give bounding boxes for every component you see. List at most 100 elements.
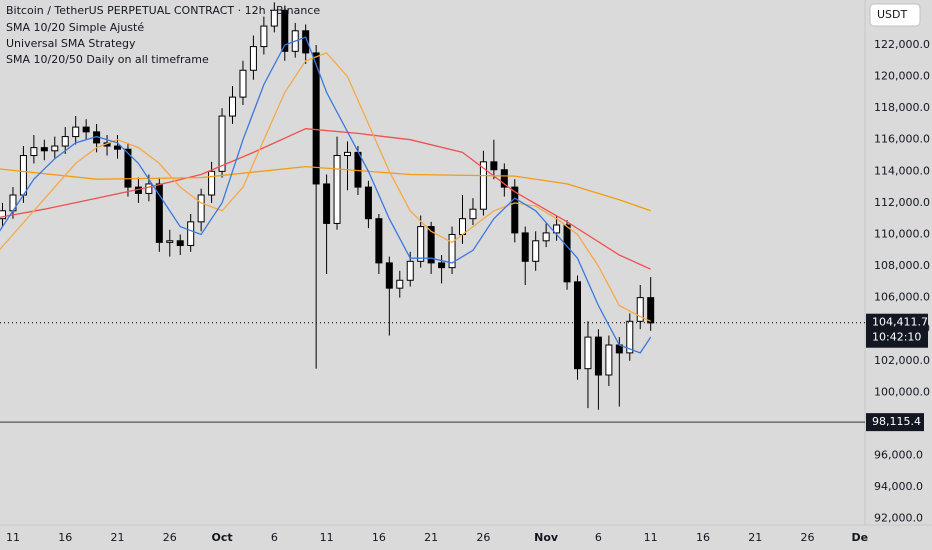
y-tick-label: 114,000.0 [874, 164, 930, 177]
candle-body [647, 297, 655, 324]
x-tick-label: 11 [6, 531, 20, 544]
candle-body [197, 194, 205, 223]
candle-body [469, 208, 477, 220]
y-tick-label: 116,000.0 [874, 133, 930, 146]
candle-body [19, 155, 27, 196]
y-tick-label: 100,000.0 [874, 385, 930, 398]
candle-body [385, 262, 393, 289]
candle-body [490, 161, 498, 171]
candle-body [636, 297, 644, 322]
countdown-label: 10:42:10 [872, 331, 921, 344]
candle-body [145, 183, 153, 194]
candle-body [82, 126, 90, 133]
sma-line [0, 52, 651, 322]
x-tick-label: 6 [271, 531, 278, 544]
y-tick-label: 108,000.0 [874, 259, 930, 272]
candle-body [30, 147, 38, 157]
candle-body [323, 183, 331, 224]
y-tick-label: 92,000.0 [874, 512, 923, 525]
candle-body [364, 186, 372, 220]
candle-body [542, 232, 550, 242]
symbol-title: Bitcoin / TetherUS PERPETUAL CONTRACT · … [6, 4, 320, 17]
x-tick-label: Oct [211, 531, 232, 544]
indicator-label: SMA 10/20/50 Daily on all timeframe [6, 53, 209, 66]
candle-body [218, 115, 226, 172]
currency-button[interactable] [869, 3, 921, 27]
candle-body [208, 170, 216, 196]
y-tick-label: 120,000.0 [874, 70, 930, 83]
candle-body [553, 224, 561, 234]
candle-body [260, 25, 268, 48]
y-tick-label: 94,000.0 [874, 480, 923, 493]
candle-body [584, 336, 592, 370]
candle-body [249, 46, 257, 71]
candle-body [396, 279, 404, 289]
candle-body [0, 210, 7, 220]
candle-body [375, 218, 383, 264]
y-tick-label: 96,000.0 [874, 449, 923, 462]
candle-body [626, 320, 634, 354]
sma-line [0, 36, 652, 354]
candle-body [417, 226, 425, 262]
candle-body [239, 69, 247, 98]
candle-body [72, 126, 80, 138]
indicator-label: Universal SMA Strategy [6, 37, 136, 50]
candle-body [521, 232, 529, 262]
x-tick-label: 16 [696, 531, 710, 544]
last-price-box [866, 313, 928, 348]
candle-body [270, 9, 278, 27]
y-tick-label: 106,000.0 [874, 291, 930, 304]
candle-body [594, 336, 602, 376]
candle-body [479, 161, 487, 210]
y-tick-label: 110,000.0 [874, 227, 930, 240]
x-tick-label: 16 [372, 531, 386, 544]
candle-body [124, 148, 132, 188]
x-tick-label: Nov [534, 531, 559, 544]
candle-body [312, 52, 320, 185]
x-tick-label: 21 [748, 531, 762, 544]
candle-body [166, 240, 174, 243]
candle-body [176, 240, 184, 247]
x-tick-label: 11 [320, 531, 334, 544]
candle-body [500, 169, 508, 188]
candle-body [229, 96, 237, 117]
x-tick-label: 16 [58, 531, 72, 544]
candle-body [40, 147, 48, 152]
y-tick-label: 122,000.0 [874, 38, 930, 51]
x-tick-label: 26 [801, 531, 815, 544]
candle-body [448, 233, 456, 269]
candle-body [61, 136, 69, 147]
candle-body [574, 281, 582, 370]
candle-body [354, 151, 362, 188]
x-tick-label: 21 [424, 531, 438, 544]
y-tick-label: 112,000.0 [874, 196, 930, 209]
candle-body [438, 262, 446, 269]
sma-line [0, 165, 651, 212]
x-tick-label: 26 [163, 531, 177, 544]
plot [0, 2, 655, 410]
crosshair-price-label: 98,115.4 [872, 415, 921, 428]
candle-body [187, 221, 195, 247]
candle-body [532, 240, 540, 262]
x-tick-label: 11 [644, 531, 658, 544]
y-tick-label: 118,000.0 [874, 101, 930, 114]
currency-button-label[interactable]: USDT [877, 8, 908, 21]
x-tick-label: 6 [595, 531, 602, 544]
indicator-label: SMA 10/20 Simple Ajusté [6, 21, 144, 34]
candle-body [333, 155, 341, 224]
x-tick-label: De [851, 531, 868, 544]
y-tick-label: 102,000.0 [874, 354, 930, 367]
candle-body [406, 260, 414, 281]
x-tick-label: 26 [476, 531, 490, 544]
last-price-label: 104,411.7 [872, 316, 928, 329]
candle-body [511, 186, 519, 234]
crosshair-price-box [866, 413, 924, 432]
candle-body [114, 145, 122, 150]
x-tick-label: 21 [111, 531, 125, 544]
candle-body [51, 145, 59, 152]
sma-line [0, 128, 651, 270]
candle-body [302, 30, 310, 54]
